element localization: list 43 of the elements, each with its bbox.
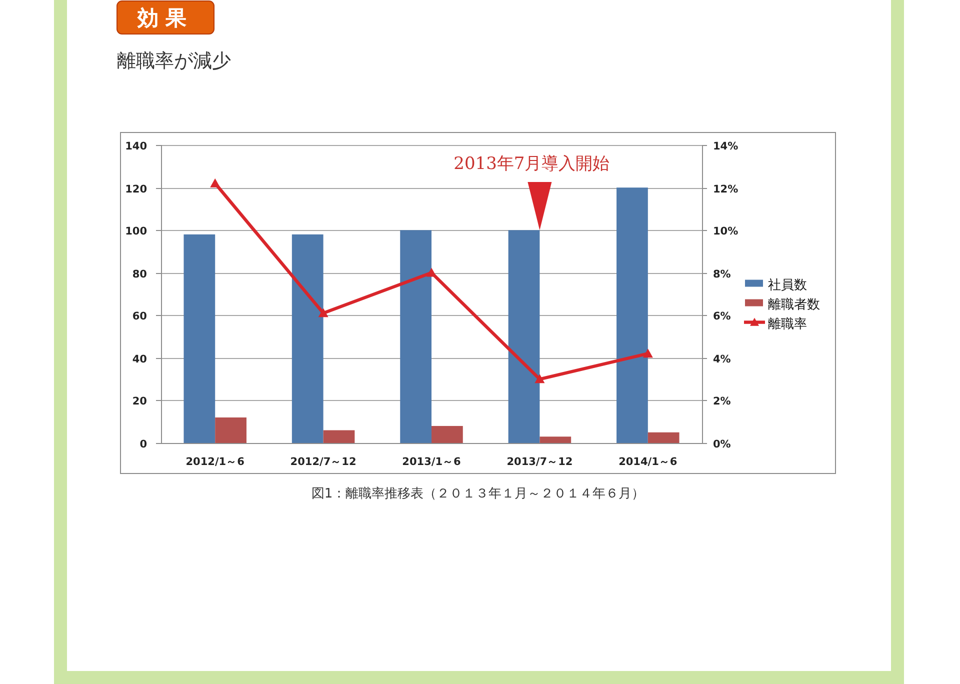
point (318, 308, 328, 318)
point (534, 374, 545, 384)
point (210, 178, 220, 188)
bar (540, 436, 572, 443)
y2-tick-label: 10% (713, 226, 739, 238)
legend-label: 離職率 (768, 316, 807, 332)
chart-subtitle: 離職率が減少 (117, 50, 231, 72)
point (426, 268, 436, 277)
bar (432, 426, 463, 443)
y2-tick-label: 12% (713, 184, 739, 196)
y-tick-label: 40 (132, 354, 147, 366)
x-tick-label: 2012/7～12 (290, 456, 356, 468)
x-tick-label: 2013/1～6 (402, 456, 461, 468)
x-tick-label: 2012/1～6 (186, 456, 244, 468)
y2-tick-label: 4% (713, 354, 732, 366)
bar (400, 230, 432, 443)
caption: 図1：離職率推移表（２０１３年１月～２０１４年６月） (311, 486, 645, 502)
y2-tick-label: 8% (713, 268, 732, 280)
point (642, 348, 653, 358)
annotation: 2013年7月導入開始 (454, 154, 610, 174)
chart-title: 効果 (136, 6, 194, 30)
bar (184, 234, 216, 443)
y2-tick-label: 14% (713, 140, 739, 152)
y-tick-label: 80 (132, 268, 147, 280)
bar (215, 417, 246, 443)
y-tick-label: 0 (140, 438, 147, 450)
legend-label: 社員数 (768, 278, 807, 293)
y-tick-label: 140 (125, 140, 147, 152)
x-tick-label: 2013/7～12 (506, 456, 573, 468)
legend-label: 離職者数 (768, 297, 820, 312)
y-tick-label: 100 (125, 226, 147, 238)
y2-tick-label: 0% (713, 438, 732, 450)
bar (508, 230, 540, 443)
bar (648, 432, 680, 443)
y2-tick-label: 6% (713, 310, 732, 322)
y-tick-label: 120 (125, 184, 147, 196)
y-tick-label: 20 (132, 396, 147, 408)
bar (292, 234, 324, 443)
bar (616, 188, 648, 443)
x-tick-label: 2014/1～6 (618, 456, 678, 468)
y-tick-label: 60 (132, 310, 147, 322)
bar (323, 430, 355, 443)
y2-tick-label: 2% (713, 396, 732, 408)
